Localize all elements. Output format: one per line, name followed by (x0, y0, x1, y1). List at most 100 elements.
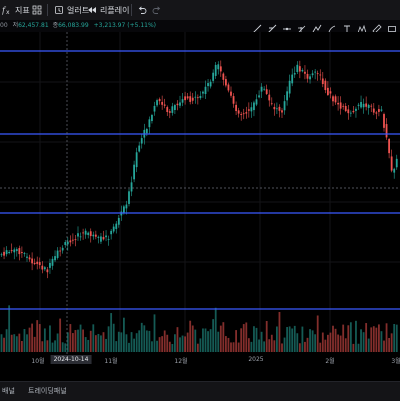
volume-bar (372, 326, 375, 352)
volume-bar (56, 333, 59, 352)
candle-body (281, 110, 283, 113)
candle-body (258, 95, 260, 98)
volume-bar (232, 342, 235, 352)
volume-bar (74, 330, 77, 352)
volume-bar (112, 323, 115, 352)
volume-bar (51, 342, 54, 352)
volume-bar (171, 343, 174, 352)
shapes-tool[interactable] (385, 22, 398, 36)
volume-bar (161, 336, 164, 352)
volume-bar (362, 332, 365, 352)
trading-panel-tab[interactable]: 트레이딩패널 (28, 387, 67, 395)
volume-bar (117, 331, 120, 352)
volume-bar (8, 305, 11, 352)
volume-bar (329, 332, 332, 352)
candle-body (337, 102, 339, 105)
volume-bar (245, 322, 248, 352)
volume-bar (324, 339, 327, 352)
volume-bar (189, 320, 192, 352)
change-percent: (+5.11%) (127, 22, 157, 29)
text-tool[interactable] (340, 22, 353, 36)
candle-body (128, 191, 130, 204)
candlestick-chart[interactable] (0, 32, 400, 368)
volume-bar (123, 317, 125, 352)
candle-body (342, 105, 345, 107)
volume-bar (135, 333, 138, 352)
volume-bar (378, 324, 380, 352)
volume-bar (125, 334, 128, 352)
toolbar-divider (47, 4, 48, 16)
layout-button[interactable] (32, 0, 42, 20)
candle-body (97, 236, 100, 238)
candle-body (321, 78, 324, 85)
panel-tab[interactable]: 배널 (2, 387, 15, 395)
zigzag-icon (312, 24, 321, 33)
pattern-tool[interactable] (355, 22, 368, 36)
zigzag-tool[interactable] (310, 22, 323, 36)
candle-body (89, 231, 92, 237)
replay-icon (88, 7, 96, 13)
horizontal-line-tool[interactable] (280, 22, 293, 36)
volume-bar (168, 341, 171, 352)
candle-body (148, 119, 151, 128)
candle-body (288, 80, 291, 94)
volume-bar (166, 334, 169, 352)
rectangle-icon (387, 26, 396, 32)
candle-body (10, 250, 13, 252)
volume-bar (253, 326, 255, 352)
volume-bar (128, 342, 130, 352)
volume-bar (18, 333, 21, 352)
volume-bar (61, 342, 64, 352)
volume-bar (94, 335, 97, 352)
volume-bar (31, 323, 33, 352)
candle-body (36, 261, 39, 264)
candle-body (372, 108, 375, 113)
volume-bar (191, 325, 194, 352)
replay-button[interactable]: 리플레이 (87, 0, 129, 20)
price-chart-area[interactable] (0, 32, 400, 368)
svg-text:x: x (6, 9, 10, 15)
candle-body (43, 267, 46, 270)
grid-icon (32, 5, 42, 15)
volume-bar (41, 341, 44, 352)
candle-body (138, 145, 141, 152)
candle-body (324, 80, 327, 91)
candle-body (184, 96, 186, 101)
volume-bar (43, 328, 46, 352)
candle-body (296, 64, 299, 73)
volume-bar (179, 337, 181, 352)
candle-body (311, 73, 314, 76)
volume-bar (337, 334, 339, 352)
candle-body (107, 238, 110, 240)
change-value: +3,213.97 (93, 22, 126, 29)
volume-bar (209, 329, 212, 352)
candle-body (133, 164, 135, 180)
candle-body (250, 107, 253, 112)
volume-bar (148, 330, 151, 352)
candle-body (87, 232, 90, 236)
alert-button[interactable]: 얼러트 (54, 0, 89, 20)
candle-body (332, 96, 334, 102)
candle-body (355, 108, 357, 111)
candle-body (207, 83, 209, 87)
candle-body (314, 71, 317, 73)
candle-body (319, 74, 322, 76)
brush-tool[interactable] (325, 22, 338, 36)
volume-bar (242, 324, 245, 352)
candle-body (365, 103, 368, 107)
volume-bar (145, 330, 148, 352)
volume-bar (3, 337, 5, 352)
volume-bar (5, 329, 8, 352)
candle-body (380, 109, 383, 111)
volume-bar (293, 325, 296, 352)
candle-body (388, 139, 390, 154)
redo-button[interactable] (152, 0, 162, 20)
volume-bar (281, 343, 283, 352)
candle-body (3, 251, 5, 256)
candle-body (383, 114, 385, 128)
undo-button[interactable] (137, 0, 147, 20)
candle-body (189, 96, 192, 102)
volume-bar (298, 343, 301, 352)
